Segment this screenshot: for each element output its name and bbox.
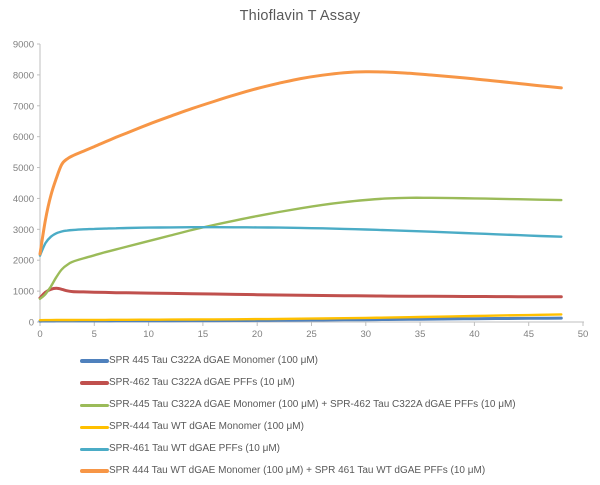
y-tick-label: 7000 (13, 101, 34, 112)
legend-swatch (80, 381, 109, 385)
series-line-3 (38, 313, 563, 322)
legend-label: SPR-445 Tau C322A dGAE Monomer (100 μM) … (109, 399, 516, 410)
y-tick-label: 2000 (13, 256, 34, 267)
x-tick-label: 20 (252, 329, 263, 340)
y-tick-label: 4000 (13, 194, 34, 205)
legend-label: SPR 444 Tau WT dGAE Monomer (100 μM) + S… (109, 465, 486, 476)
x-tick-label: 45 (523, 329, 534, 340)
series-line-1 (38, 286, 563, 300)
legend-swatch (80, 403, 109, 407)
legend-item: SPR 444 Tau WT dGAE Monomer (100 μM) + S… (80, 464, 516, 478)
legend-swatch (80, 425, 109, 429)
chart-title: Thioflavin T Assay (239, 8, 361, 24)
legend-item: SPR-445 Tau C322A dGAE Monomer (100 μM) … (80, 398, 516, 412)
legend-swatch (80, 359, 109, 363)
x-tick-label: 5 (92, 329, 97, 340)
x-tick-label: 40 (469, 329, 480, 340)
x-tick-label: 35 (415, 329, 426, 340)
x-tick-label: 50 (578, 329, 589, 340)
legend-swatch (80, 469, 109, 473)
chart-legend: SPR 445 Tau C322A dGAE Monomer (100 μM) S… (80, 354, 516, 485)
x-tick-label: 30 (361, 329, 372, 340)
y-tick-label: 3000 (13, 225, 34, 236)
legend-label: SPR-462 Tau C322A dGAE PFFs (10 μM) (109, 377, 295, 388)
x-tick-label: 25 (306, 329, 317, 340)
y-tick-label: 6000 (13, 132, 34, 143)
y-tick-label: 8000 (13, 70, 34, 81)
legend-item: SPR 445 Tau C322A dGAE Monomer (100 μM) (80, 354, 516, 368)
y-tick-label: 1000 (13, 287, 34, 298)
line-chart-plot: 0 1000 2000 3000 4000 5000 6000 7000 8000 9000 0 5 1… (13, 40, 589, 341)
x-tick-label: 10 (143, 329, 154, 340)
legend-label: SPR-444 Tau WT dGAE Monomer (100 μM) (109, 421, 304, 432)
legend-item: SPR-444 Tau WT dGAE Monomer (100 μM) (80, 420, 516, 434)
series-line-2 (38, 196, 563, 301)
legend-label: SPR 445 Tau C322A dGAE Monomer (100 μM) (109, 355, 319, 366)
legend-label: SPR-461 Tau WT dGAE PFFs (10 μM) (109, 443, 280, 454)
y-tick-label: 9000 (13, 40, 34, 51)
y-tick-label: 0 (29, 318, 34, 329)
y-tick-label: 5000 (13, 163, 34, 174)
legend-swatch (80, 447, 109, 451)
x-tick-label: 15 (198, 329, 209, 340)
legend-item: SPR-462 Tau C322A dGAE PFFs (10 μM) (80, 376, 516, 390)
x-tick-label: 0 (37, 329, 42, 340)
series-line-5 (38, 70, 563, 256)
series-line-4 (38, 226, 563, 257)
legend-item: SPR-461 Tau WT dGAE PFFs (10 μM) (80, 442, 516, 456)
